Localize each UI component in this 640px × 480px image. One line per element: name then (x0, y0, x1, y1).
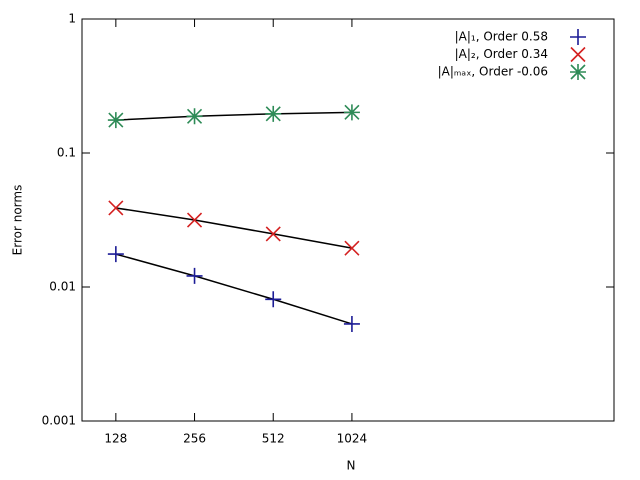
legend-marker (570, 64, 586, 80)
marker (107, 112, 124, 129)
y-axis-label: Error norms (11, 185, 25, 256)
marker (343, 104, 360, 121)
series-line (115, 253, 353, 325)
x-tick-label: 256 (183, 432, 206, 446)
plot-frame (81, 18, 615, 422)
legend-marker (570, 46, 586, 63)
x-axis-label: N (347, 459, 356, 473)
marker (186, 267, 203, 284)
marker (265, 291, 282, 308)
x-tick-label: 128 (104, 432, 127, 446)
legend-label: |A|₂, Order 0.34 (455, 47, 548, 61)
y-tick-label: 0.001 (42, 414, 76, 428)
series-line (115, 207, 353, 249)
marker (344, 240, 360, 256)
x-tick-label: 512 (262, 432, 285, 446)
marker (343, 315, 360, 332)
y-tick-label: 1 (68, 12, 76, 26)
marker (108, 200, 124, 216)
marker (186, 212, 203, 228)
marker (265, 105, 282, 122)
legend-marker (570, 29, 586, 45)
marker (186, 108, 203, 125)
x-tick-label: 1024 (337, 432, 368, 446)
y-tick-label: 0.1 (57, 146, 76, 160)
legend-label: |A|₁, Order 0.58 (455, 30, 548, 44)
series-line (115, 111, 352, 121)
legend-label: |A|ₘₐₓ, Order -0.06 (438, 65, 548, 79)
marker (107, 246, 124, 263)
y-tick-label: 0.01 (49, 280, 76, 294)
marker (265, 226, 281, 242)
